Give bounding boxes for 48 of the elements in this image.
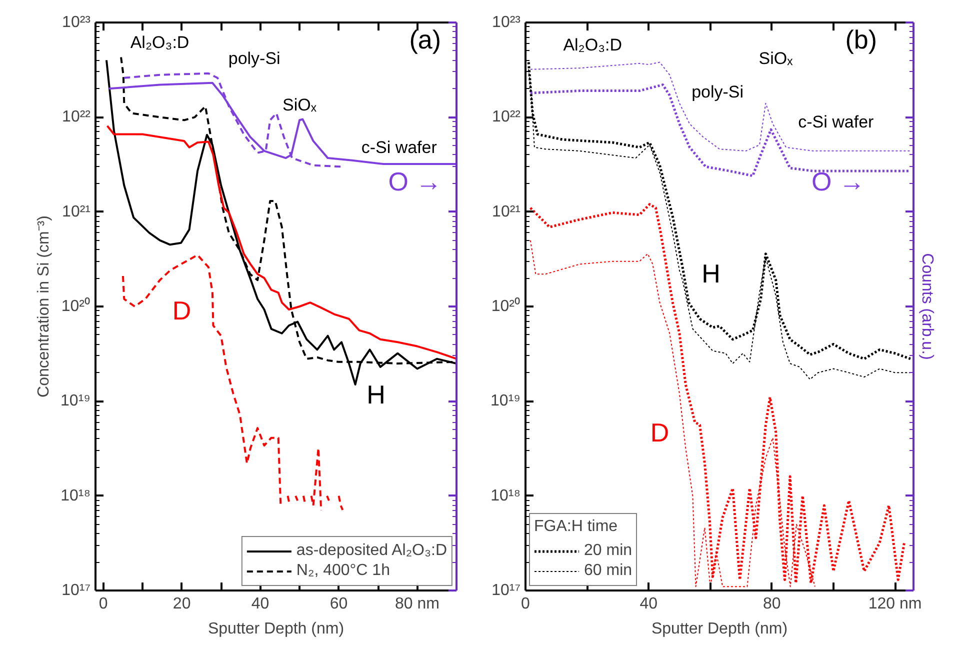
y-tick-label: 10²² (492, 108, 522, 126)
x-tick-label: 40 (640, 596, 658, 612)
legend-title: FGA:H time (534, 518, 619, 536)
legend-label: 60 min (584, 562, 632, 580)
annotation: O → (388, 166, 442, 197)
y-tick-label: 10²³ (492, 14, 522, 31)
y-tick-label: 10²³ (62, 14, 92, 31)
y-tick-label: 10²¹ (62, 203, 90, 220)
annotation: Al₂O₃:D (563, 36, 622, 55)
y-tick-label: 10²⁰ (491, 297, 520, 315)
annotation: Al₂O₃:D (130, 32, 190, 52)
x-tick-label: 80 nm (395, 596, 440, 612)
annotation: c-Si wafer (798, 112, 874, 132)
y2-axis-title: Counts (arb.u.) (918, 253, 936, 360)
y-tick-label: 10¹⁷ (62, 582, 91, 599)
legend-label: N₂, 400°C 1h (296, 562, 390, 580)
annotation: (a) (409, 24, 441, 55)
x-tick-label: 0 (98, 596, 108, 612)
y-tick-label: 10¹⁹ (60, 392, 91, 410)
annotation: O → (812, 166, 865, 197)
x-tick-label: 80 (762, 596, 781, 612)
annotation: H (366, 380, 386, 410)
annotation: D (650, 418, 670, 448)
y-tick-label: 10²¹ (492, 203, 520, 220)
annotation: SiOₓ (758, 48, 794, 68)
annotation: D (172, 295, 192, 326)
x-tick-label: 20 (172, 596, 191, 612)
x-axis-title: Sputter Depth (nm) (651, 620, 788, 638)
annotation: poly-Si (228, 48, 280, 68)
annotation: c-Si wafer (361, 138, 438, 157)
annotation: poly-Si (692, 82, 744, 102)
annotation: SiOₓ (282, 95, 317, 114)
y-tick-label: 10¹⁸ (490, 487, 520, 504)
x-tick-label: 40 (251, 596, 270, 612)
legend-label: 20 min (584, 542, 632, 560)
y-tick-label: 10¹⁷ (492, 582, 521, 599)
x-tick-label: 0 (521, 596, 530, 612)
y-tick-label: 10¹⁸ (60, 487, 90, 504)
y-tick-label: 10²² (62, 108, 92, 126)
y-tick-label: 10²⁰ (61, 297, 90, 315)
annotation: (b) (845, 24, 878, 55)
y-tick-label: 10¹⁹ (490, 392, 521, 410)
x-tick-label: 60 (330, 596, 348, 612)
x-axis-title: Sputter Depth (nm) (208, 620, 344, 638)
y-axis-title: Concentration in Si (cm⁻³) (36, 216, 53, 398)
legend-label: as-deposited Al₂O₃:D (296, 542, 447, 560)
x-tick-label: 120 nm (868, 596, 922, 612)
annotation: H (702, 258, 720, 289)
